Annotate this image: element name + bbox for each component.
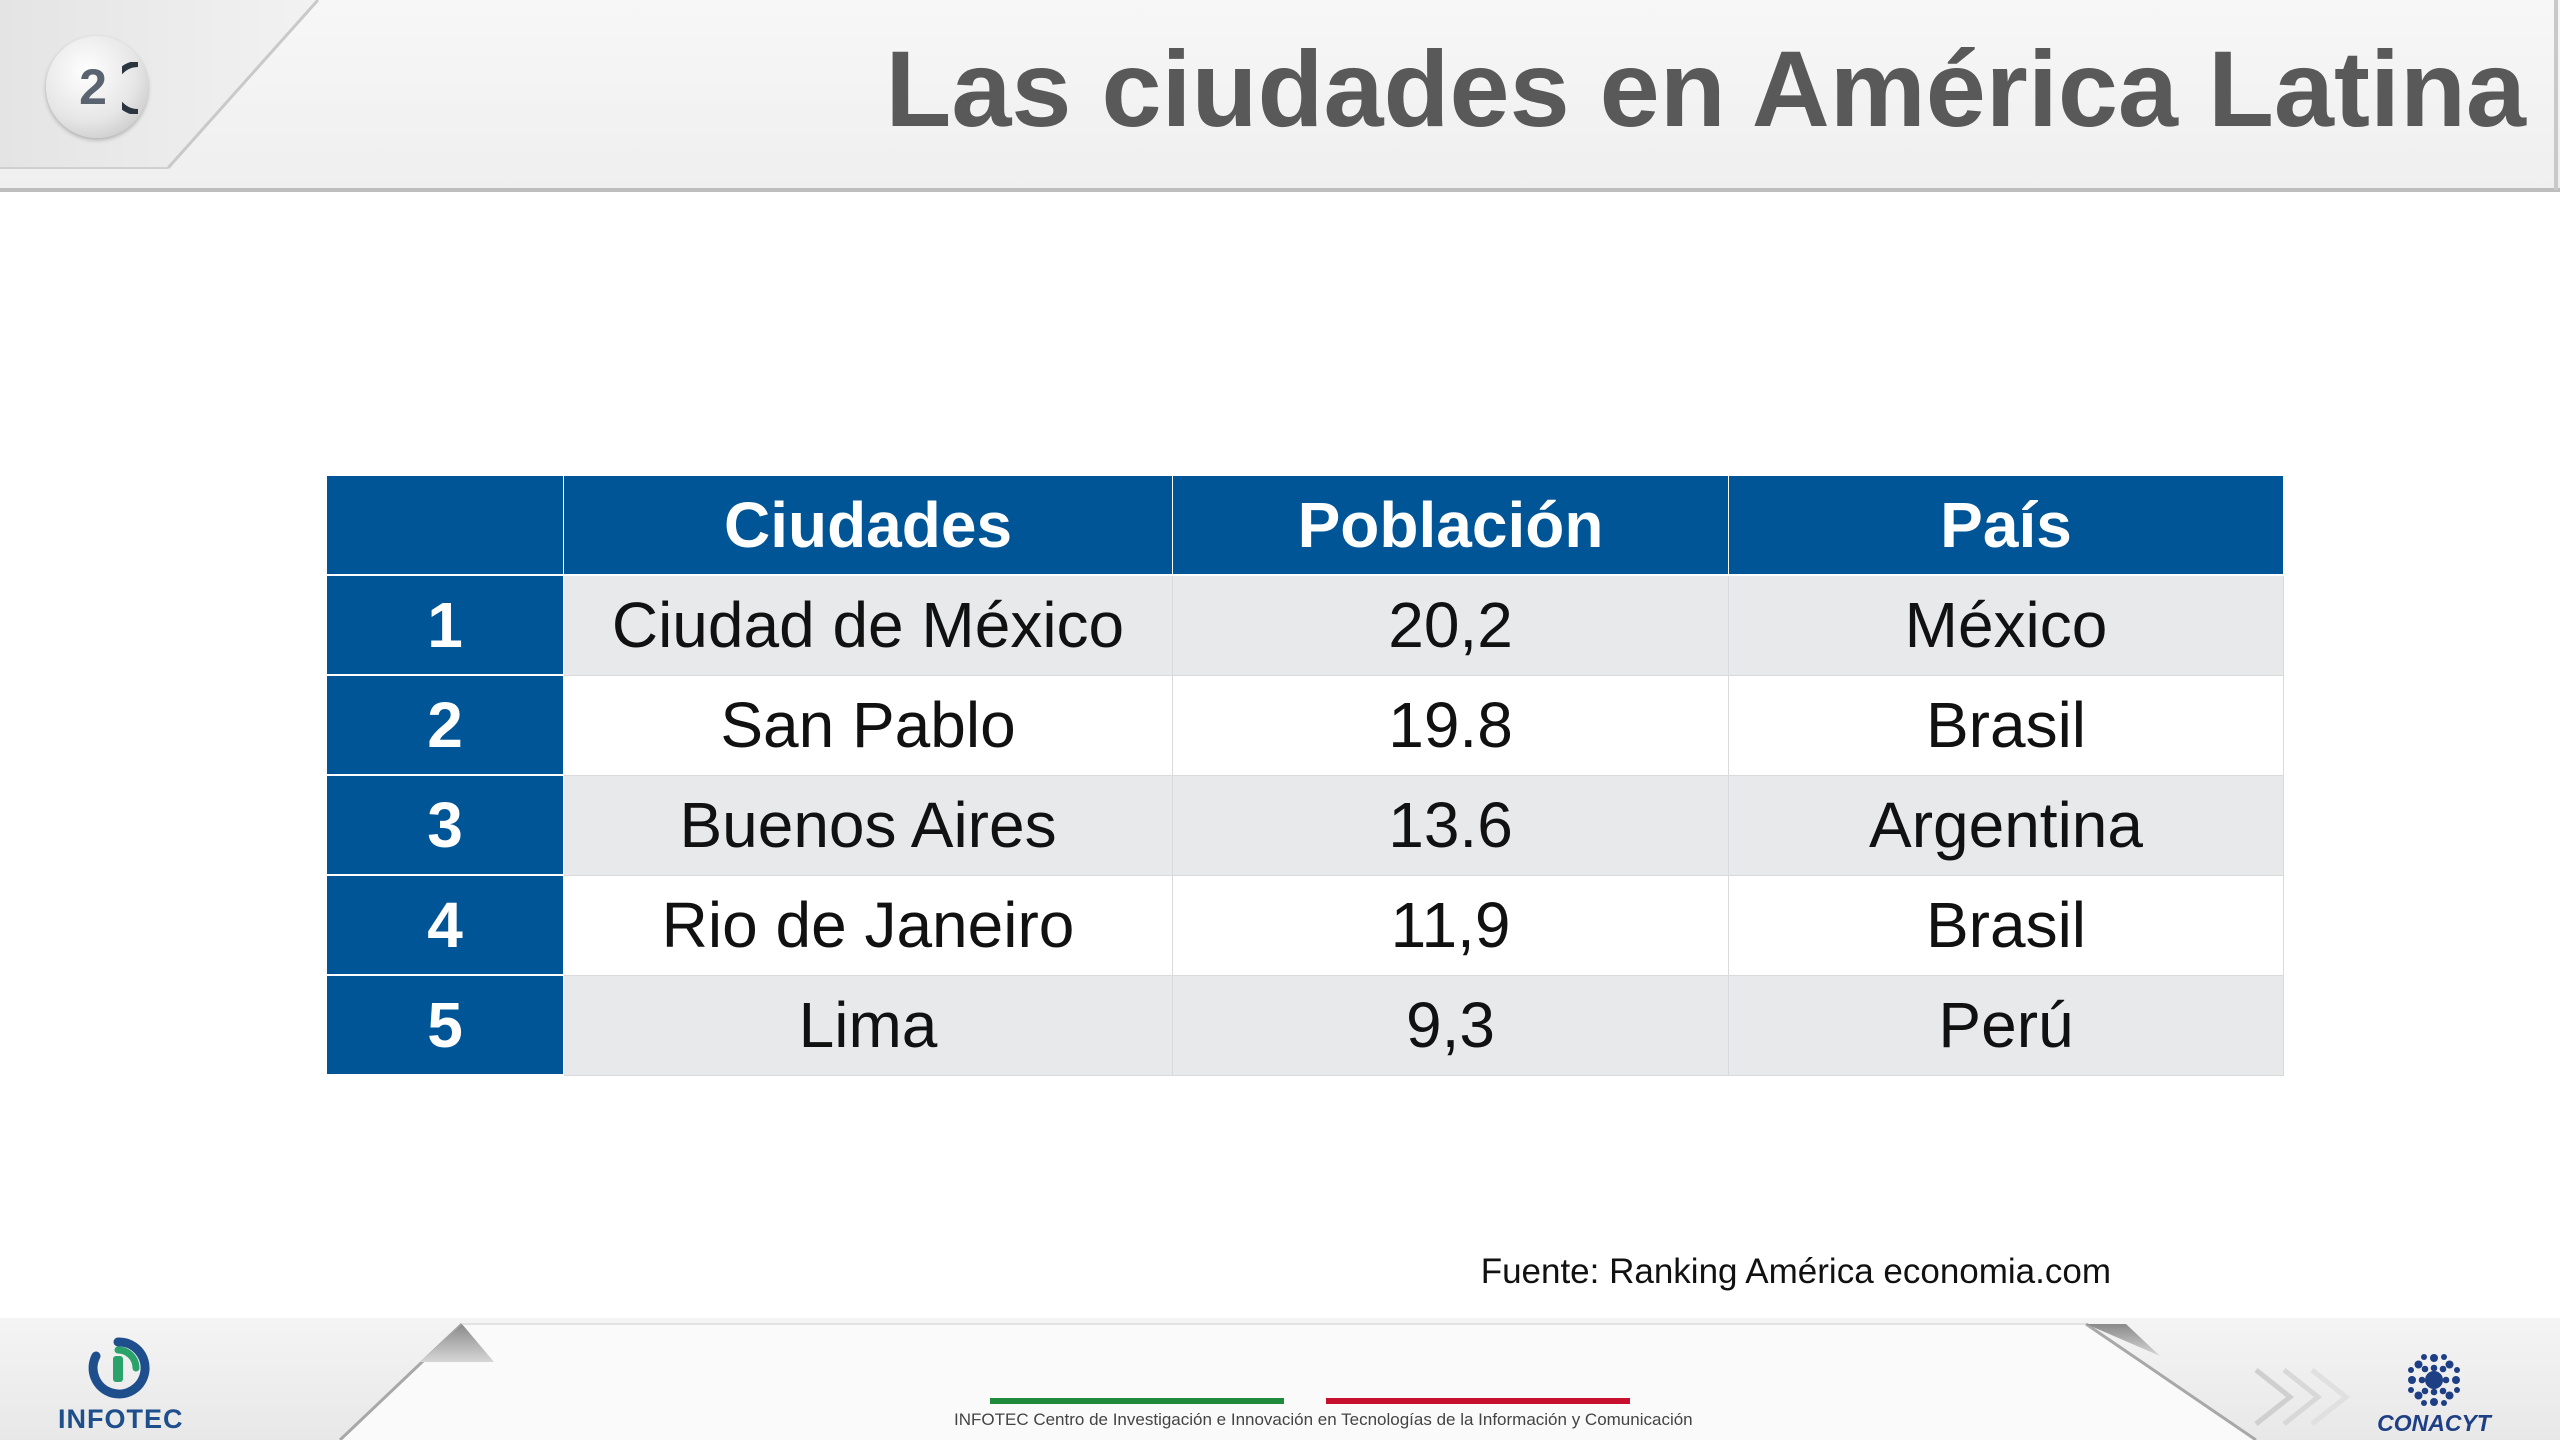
- table-row: 2 San Pablo 19.8 Brasil: [326, 674, 2284, 776]
- column-header-population: Población: [1172, 475, 1729, 576]
- column-header-cities: Ciudades: [563, 475, 1173, 576]
- country-cell: Argentina: [1728, 774, 2284, 876]
- country-cell: Brasil: [1728, 874, 2284, 976]
- footer-band: [0, 1318, 2560, 1440]
- city-cell: Lima: [563, 974, 1173, 1076]
- population-cell: 19.8: [1172, 674, 1729, 776]
- city-cell: San Pablo: [563, 674, 1173, 776]
- city-cell: Buenos Aires: [563, 774, 1173, 876]
- country-cell: Brasil: [1728, 674, 2284, 776]
- footer-line-green: [990, 1398, 1284, 1404]
- city-cell: Ciudad de México: [563, 574, 1173, 676]
- footer-line-red: [1326, 1398, 1630, 1404]
- city-cell: Rio de Janeiro: [563, 874, 1173, 976]
- table-row: 5 Lima 9,3 Perú: [326, 974, 2284, 1076]
- chevron-arrows-icon: [2254, 1368, 2351, 1426]
- country-cell: Perú: [1728, 974, 2284, 1076]
- conacyt-logo: CONACYT: [2374, 1350, 2494, 1440]
- infotec-logo: INFOTEC: [58, 1336, 184, 1440]
- city-population-table: Ciudades Población País 1 Ciudad de Méxi…: [326, 475, 2284, 1076]
- country-cell: México: [1728, 574, 2284, 676]
- rank-cell: 5: [326, 974, 564, 1076]
- slide-title: Las ciudades en América Latina: [885, 28, 2526, 149]
- column-header-rank: [326, 475, 564, 576]
- table-row: 4 Rio de Janeiro 11,9 Brasil: [326, 874, 2284, 976]
- table-header-row: Ciudades Población País: [326, 475, 2284, 576]
- conacyt-wordmark: CONACYT: [2377, 1410, 2491, 1436]
- conacyt-logo-icon: [2408, 1354, 2460, 1406]
- infotec-wordmark: INFOTEC: [58, 1404, 184, 1434]
- page-badge-icon: 2: [46, 36, 148, 138]
- column-header-country: País: [1728, 475, 2284, 576]
- population-cell: 9,3: [1172, 974, 1729, 1076]
- rank-cell: 1: [326, 574, 564, 676]
- population-cell: 20,2: [1172, 574, 1729, 676]
- table-row: 1 Ciudad de México 20,2 México: [326, 574, 2284, 676]
- source-note: Fuente: Ranking América economia.com: [1480, 1252, 2111, 1291]
- page-number: 2: [79, 59, 107, 115]
- rank-cell: 2: [326, 674, 564, 776]
- population-cell: 11,9: [1172, 874, 1729, 976]
- badge-arc-icon: [122, 62, 139, 114]
- population-cell: 13.6: [1172, 774, 1729, 876]
- table-row: 3 Buenos Aires 13.6 Argentina: [326, 774, 2284, 876]
- rank-cell: 3: [326, 774, 564, 876]
- rank-cell: 4: [326, 874, 564, 976]
- footer-accent-lines: [990, 1398, 1630, 1404]
- infotec-logo-icon: [88, 1337, 150, 1399]
- footer-caption: INFOTEC Centro de Investigación e Innova…: [954, 1410, 1693, 1429]
